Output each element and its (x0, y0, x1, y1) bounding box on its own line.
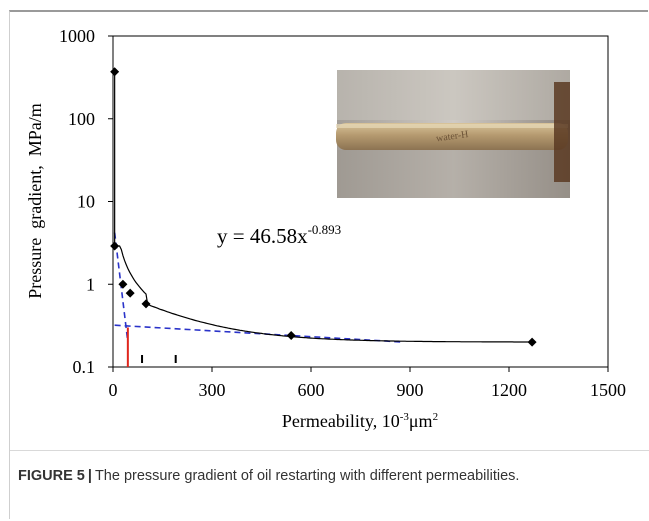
inset-photo: water-H (336, 70, 570, 198)
y-tick-label: 1 (86, 274, 95, 294)
inset-photo-label: water-H (435, 129, 469, 144)
equation-prefix: y = 46.58x (217, 224, 308, 248)
x-tick-label: 1500 (590, 380, 626, 400)
y-axis: 0.1 1 10 100 1000 (59, 26, 113, 377)
caption-text: The pressure gradient of oil restarting … (94, 468, 520, 484)
caption-label: FIGURE 5 (18, 468, 85, 484)
y-tick-label: 10 (77, 192, 95, 212)
x-axis: 0 300 600 900 1200 1500 (109, 367, 626, 400)
fit-curve (114, 71, 533, 343)
y-axis-title: Pressure gradient, MPa/m (25, 103, 45, 298)
chart: water-H 0 300 600 900 1200 1500 0.1 1 10 100 1000… (25, 26, 626, 431)
x-tick-label: 900 (397, 380, 424, 400)
data-point (110, 241, 120, 251)
y-tick-label: 1000 (59, 26, 95, 46)
x-tick-label: 1200 (491, 380, 527, 400)
data-points (110, 67, 537, 347)
data-point (141, 299, 151, 309)
data-point (286, 331, 296, 341)
x-tick-label: 0 (109, 380, 118, 400)
caption-divider (10, 450, 649, 451)
y-tick-label: 100 (68, 109, 95, 129)
x-axis-title: Permeability, 10-3μm2 (282, 411, 438, 431)
x-tick-label: 600 (298, 380, 325, 400)
data-point (118, 279, 128, 289)
caption-separator: | (87, 468, 92, 484)
equation-exponent: -0.893 (308, 222, 342, 237)
data-point (110, 67, 120, 77)
data-point (125, 288, 135, 298)
y-tick-label: 0.1 (73, 357, 96, 377)
equation-label: y = 46.58x-0.893 (217, 222, 341, 248)
figure-caption: FIGURE 5 | The pressure gradient of oil re… (18, 466, 618, 487)
x-tick-label: 300 (199, 380, 226, 400)
data-point (527, 337, 537, 347)
asymptote-line (113, 232, 129, 343)
minor-marks (141, 355, 177, 363)
